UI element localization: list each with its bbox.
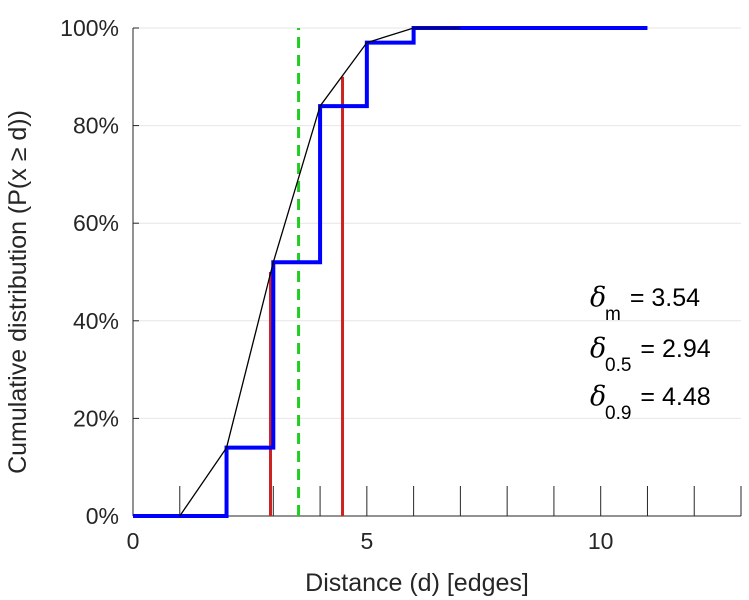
annotation-subscript: m [605,304,621,325]
interpolated-series-line [179,27,461,517]
annotation-symbol: δ [590,282,606,313]
y-axis-label: Cumulative distribution (P(x ≥ d)) [4,110,32,474]
y-tick-label: 0% [86,503,119,529]
step-series-line [133,26,648,518]
series-layer [133,26,648,518]
annotation-subscript: 0.9 [605,403,631,424]
x-tick-label: 5 [360,528,373,554]
x-tick-label: 10 [588,528,614,554]
y-tick-label: 60% [73,210,119,236]
annotation-value: = 2.94 [640,335,710,363]
labels-layer: 0 5 100%20%40%60%80%100%Distance (d) [edge… [4,15,613,597]
y-tick-label: 20% [73,405,119,431]
grid-layer [133,27,741,517]
vline-layer [269,28,345,516]
x-axis-label: Distance (d) [edges] [305,569,529,597]
y-tick-label: 80% [73,113,119,139]
y-tick-label: 100% [60,15,119,41]
axes-layer [132,27,742,517]
annotation-value: = 3.54 [630,284,700,312]
annotation-value: = 4.48 [640,383,710,411]
x-tick-label: 0 [127,528,140,554]
annotation-symbol: δ [590,333,606,364]
y-tick-label: 40% [73,308,119,334]
annotation-subscript: 0.5 [605,355,631,376]
annotation-symbol: δ [590,381,606,412]
